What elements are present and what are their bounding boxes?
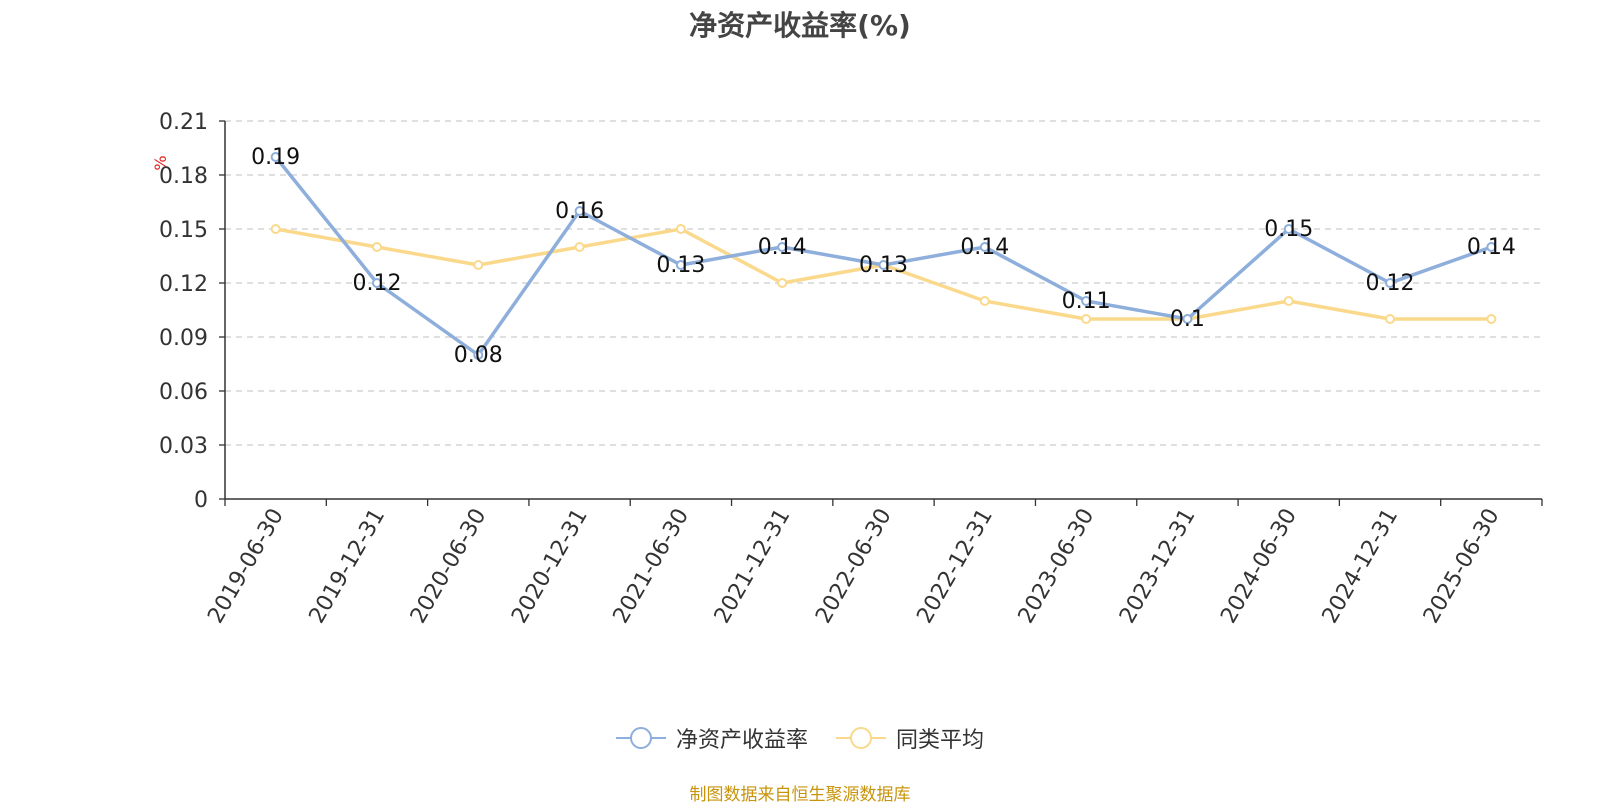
- data-point-peer-average: [777, 278, 788, 288]
- series-layer: [270, 152, 1497, 360]
- data-label: 0.12: [1366, 271, 1415, 296]
- data-point-peer-average: [473, 260, 484, 270]
- x-tick-label: 2021-12-31: [710, 505, 796, 628]
- data-point-roe: [1486, 242, 1497, 252]
- data-point-roe: [574, 206, 585, 216]
- y-tick-label: 0.18: [159, 164, 208, 189]
- chart-title: 净资产收益率(%): [689, 9, 911, 42]
- data-point-peer-average: [675, 224, 686, 234]
- legend-marker-roe-icon: [615, 727, 666, 749]
- data-label: 0.16: [555, 199, 604, 224]
- y-tick-label: 0.03: [159, 434, 208, 459]
- data-label: 0.14: [960, 235, 1009, 260]
- x-tick-label: 2022-06-30: [811, 505, 897, 628]
- data-label: 0.11: [1062, 289, 1111, 314]
- y-tick-label: 0.06: [159, 380, 208, 405]
- data-point-peer-average: [1385, 314, 1396, 324]
- legend-item-peer-average[interactable]: 同类平均: [836, 722, 984, 754]
- data-point-peer-average: [574, 242, 585, 252]
- data-point-peer-average: [1081, 314, 1092, 324]
- data-point-peer-average: [979, 296, 990, 306]
- legend-label-peer-average: 同类平均: [896, 728, 985, 753]
- data-labels: 0.19 0.12 0.08 0.16 0.13 0.14 0.13 0.14 0.11 0.1 0…: [251, 145, 1516, 368]
- x-tick-label: 2023-12-31: [1115, 505, 1201, 628]
- data-point-roe: [979, 242, 990, 252]
- x-tick-label: 2023-06-30: [1014, 505, 1100, 628]
- legend: 净资产收益率 同类平均: [0, 722, 1600, 754]
- grid-lines: [225, 120, 1542, 446]
- axes: 0 0.03 0.06 0.09 0.12 0.15 0.18 0.21% 2019-06-30…: [151, 110, 1543, 628]
- legend-label-roe: 净资产收益率: [675, 728, 808, 753]
- data-label: 0.1: [1170, 307, 1205, 332]
- data-label: 0.14: [758, 235, 807, 260]
- y-tick-label: 0.09: [159, 326, 208, 351]
- data-label: 0.13: [656, 253, 705, 278]
- y-axis-unit-label: %: [151, 155, 170, 170]
- x-tick-label: 2019-06-30: [203, 505, 289, 628]
- data-point-roe: [371, 278, 382, 288]
- data-point-peer-average: [371, 242, 382, 252]
- data-point-roe: [878, 260, 889, 270]
- x-tick-label: 2024-06-30: [1216, 505, 1302, 628]
- data-point-peer-average: [1486, 314, 1497, 324]
- data-point-roe: [777, 242, 788, 252]
- data-point-roe: [1283, 224, 1294, 234]
- y-tick-label: 0.21: [159, 110, 208, 135]
- x-tick-label: 2024-12-31: [1318, 505, 1404, 628]
- data-point-roe: [473, 350, 484, 360]
- data-point-peer-average: [1283, 296, 1294, 306]
- legend-marker-peer-average-icon: [836, 727, 886, 749]
- data-point-roe: [1182, 314, 1193, 324]
- x-tick-label: 2020-06-30: [406, 505, 492, 628]
- data-label: 0.13: [859, 253, 908, 278]
- data-point-peer-average: [270, 224, 281, 234]
- x-tick-label: 2020-12-31: [507, 505, 593, 628]
- data-label: 0.14: [1467, 235, 1516, 260]
- x-tick-label: 2025-06-30: [1419, 505, 1505, 628]
- data-point-roe: [1081, 296, 1092, 306]
- data-point-roe: [675, 260, 686, 270]
- legend-item-roe[interactable]: 净资产收益率: [615, 722, 808, 754]
- data-label: 0.19: [251, 145, 300, 170]
- data-label: 0.15: [1264, 217, 1313, 242]
- x-tick-label: 2022-12-31: [912, 505, 998, 628]
- y-tick-label: 0: [194, 488, 208, 513]
- data-point-roe: [1385, 278, 1396, 288]
- data-label: 0.08: [454, 343, 503, 368]
- y-tick-label: 0.15: [159, 218, 208, 243]
- y-tick-label: 0.12: [159, 272, 208, 297]
- x-tick-label: 2021-06-30: [609, 505, 695, 628]
- source-note: 制图数据来自恒生聚源数据库: [689, 785, 911, 805]
- data-point-roe: [270, 152, 281, 162]
- data-label: 0.12: [352, 271, 401, 296]
- line-chart: 0 0.03 0.06 0.09 0.12 0.15 0.18 0.21% 2019-06-30…: [151, 110, 1543, 628]
- x-tick-label: 2019-12-31: [305, 505, 391, 628]
